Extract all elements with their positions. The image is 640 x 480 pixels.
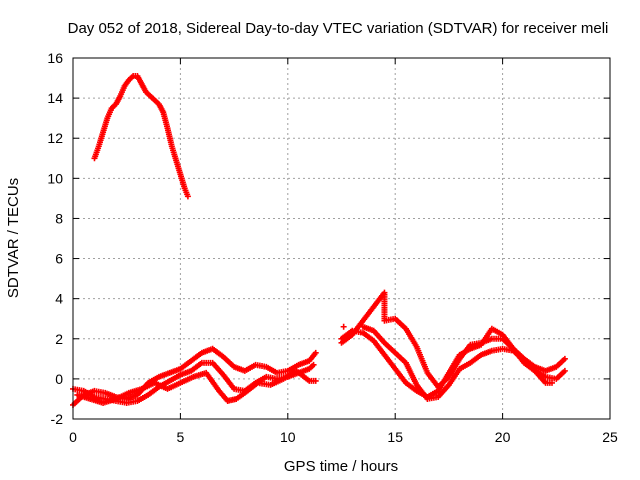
y-tick-label: 10 (47, 170, 63, 186)
series-arc-low-c (74, 367, 319, 406)
x-tick-label: 15 (387, 429, 403, 445)
series-outlier (340, 323, 347, 330)
x-tick-label: 25 (602, 429, 618, 445)
y-tick-label: 2 (55, 331, 63, 347)
data-point (184, 193, 191, 200)
chart-title: Day 052 of 2018, Sidereal Day-to-day VTE… (68, 20, 609, 37)
grid (73, 58, 610, 419)
y-tick-label: 6 (55, 251, 63, 267)
x-tick-label: 5 (177, 429, 185, 445)
x-tick-label: 20 (495, 429, 511, 445)
data-point (312, 377, 319, 384)
x-axis-label: GPS time / hours (284, 458, 398, 475)
data-point (312, 349, 319, 356)
data-point (340, 323, 347, 330)
data-points (70, 73, 568, 408)
y-tick-label: -2 (51, 411, 64, 427)
y-tick-label: 8 (55, 210, 63, 226)
series-arc-afternoon-c (359, 323, 556, 402)
data-point (561, 367, 568, 374)
y-tick-label: 14 (47, 90, 63, 106)
y-tick-label: 12 (47, 130, 63, 146)
axis-ticks: 0 5 10 15 20 25 -2 0 2 4 6 8 10 12 14 16 (47, 50, 618, 445)
y-tick-label: 4 (55, 291, 63, 307)
x-tick-label: 10 (280, 429, 296, 445)
y-tick-label: 16 (47, 50, 63, 66)
y-tick-label: 0 (55, 371, 63, 387)
x-tick-label: 0 (69, 429, 77, 445)
y-axis-label: SDTVAR / TECUs (5, 178, 22, 298)
data-point (310, 361, 317, 368)
data-point (561, 355, 568, 362)
data-point (549, 379, 556, 386)
plot-frame (72, 57, 611, 420)
series-arc-high-early (91, 73, 191, 200)
